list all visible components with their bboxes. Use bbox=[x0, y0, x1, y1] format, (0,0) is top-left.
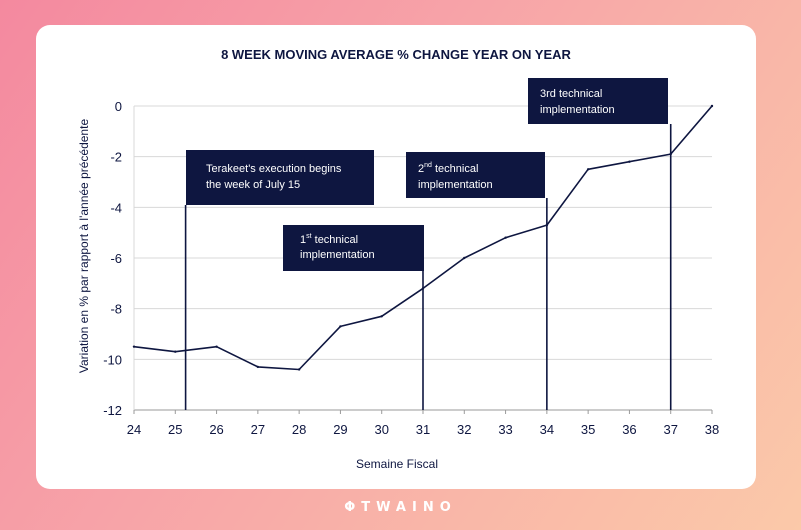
y-tick-label: -10 bbox=[103, 352, 122, 367]
brand-name: TWAINO bbox=[361, 500, 457, 515]
x-tick-label: 32 bbox=[457, 422, 471, 437]
data-point bbox=[463, 256, 466, 260]
x-tick-label: 34 bbox=[540, 422, 554, 437]
data-point bbox=[297, 368, 301, 371]
data-point bbox=[628, 160, 631, 163]
data-point bbox=[710, 104, 714, 108]
x-tick-label: 36 bbox=[622, 422, 636, 437]
annotation-text: 2nd technical bbox=[418, 162, 478, 175]
data-point bbox=[504, 236, 507, 239]
x-tick-label: 37 bbox=[663, 422, 677, 437]
data-point bbox=[174, 350, 177, 353]
y-tick-label: -8 bbox=[110, 302, 122, 317]
annotation-box bbox=[528, 78, 668, 124]
y-tick-label: -2 bbox=[110, 150, 122, 165]
data-point bbox=[586, 168, 590, 171]
annotation-text: the week of July 15 bbox=[206, 179, 300, 191]
brand-footer: Φ TWAINO bbox=[0, 500, 801, 515]
x-tick-label: 24 bbox=[127, 422, 141, 437]
data-point bbox=[256, 365, 260, 369]
annotation-text: Terakeet's execution begins bbox=[206, 163, 342, 175]
x-tick-label: 33 bbox=[498, 422, 512, 437]
data-point bbox=[380, 315, 383, 318]
annotation-text: 3rd technical bbox=[540, 88, 602, 100]
chart-title: 8 WEEK MOVING AVERAGE % CHANGE YEAR ON Y… bbox=[221, 47, 571, 62]
y-tick-label: -4 bbox=[110, 200, 122, 215]
tick-labels: 0 -2 -4 -6 -8 -10 -12 24 25 26 27 28 29 30 31 32 33 34 35 3… bbox=[103, 99, 719, 437]
annotations: Terakeet's execution begins the week of J… bbox=[184, 78, 672, 410]
x-tick-label: 28 bbox=[292, 422, 306, 437]
x-tick-label: 30 bbox=[374, 422, 388, 437]
x-tick-label: 29 bbox=[333, 422, 347, 437]
annotation-box bbox=[283, 225, 424, 271]
annotation-text: 1st technical bbox=[300, 233, 358, 246]
x-tick-label: 27 bbox=[251, 422, 265, 437]
annotation-text: implementation bbox=[418, 179, 493, 191]
y-tick-label: -12 bbox=[103, 403, 122, 418]
x-tick-label: 35 bbox=[581, 422, 595, 437]
annotation-box bbox=[406, 152, 545, 198]
x-tick-label: 31 bbox=[416, 422, 430, 437]
x-axis-label: Semaine Fiscal bbox=[356, 457, 438, 471]
x-tick-label: 25 bbox=[168, 422, 182, 437]
annotation-box bbox=[186, 150, 374, 205]
data-point bbox=[215, 345, 218, 348]
data-point bbox=[132, 345, 136, 348]
y-tick-label: 0 bbox=[115, 99, 122, 114]
twaino-logo-icon: Φ bbox=[344, 500, 356, 515]
y-axis-label: Variation en % par rapport à l'année pré… bbox=[77, 119, 91, 374]
annotation-text: implementation bbox=[540, 104, 615, 116]
y-tick-label: -6 bbox=[110, 251, 122, 266]
annotation-text: implementation bbox=[300, 249, 375, 261]
x-tick-label: 26 bbox=[209, 422, 223, 437]
data-point bbox=[339, 325, 342, 328]
x-tick-label: 38 bbox=[705, 422, 719, 437]
